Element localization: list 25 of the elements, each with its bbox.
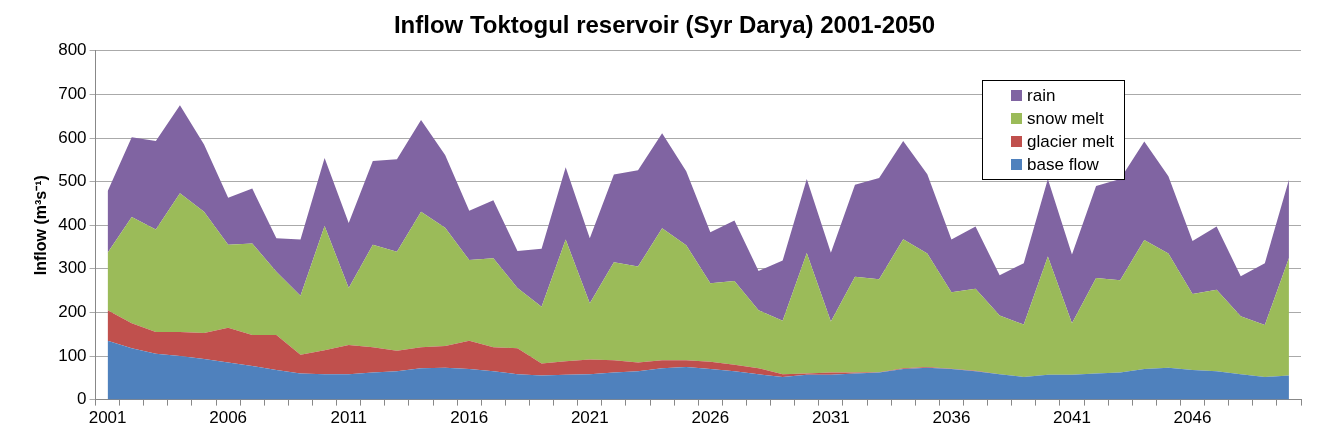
x-tick-label: 2031 [811,408,850,428]
legend-label: glacier melt [1027,131,1114,153]
y-tick-label: 600 [58,127,87,147]
legend-label: rain [1027,85,1056,107]
x-tick-label: 2046 [1173,408,1212,428]
y-tick-label: 100 [58,345,87,365]
y-tick-label: 200 [58,302,87,322]
y-tick-label: 500 [58,171,87,191]
chart-title: Inflow Toktogul reservoir (Syr Darya) 2001-2050 [393,11,936,39]
x-tick-label: 2026 [691,408,730,428]
legend-label: snow melt [1027,108,1104,130]
x-tick-label: 2021 [570,408,609,428]
legend-label: base flow [1027,154,1099,176]
y-tick-label: 0 [77,389,87,409]
y-tick-label: 700 [58,84,87,104]
x-tick-label: 2016 [450,408,489,428]
y-axis-title: Inflow (m³s⁻¹) [32,175,50,276]
x-tick-label: 2041 [1053,408,1091,428]
x-tick-label: 2001 [88,408,127,428]
x-tick-label: 2011 [330,408,367,428]
y-tick-label: 800 [58,40,87,60]
y-tick-label: 300 [58,258,87,278]
y-tick-label: 400 [58,214,87,234]
x-tick-label: 2036 [932,408,971,428]
x-tick-label: 2006 [209,408,248,428]
